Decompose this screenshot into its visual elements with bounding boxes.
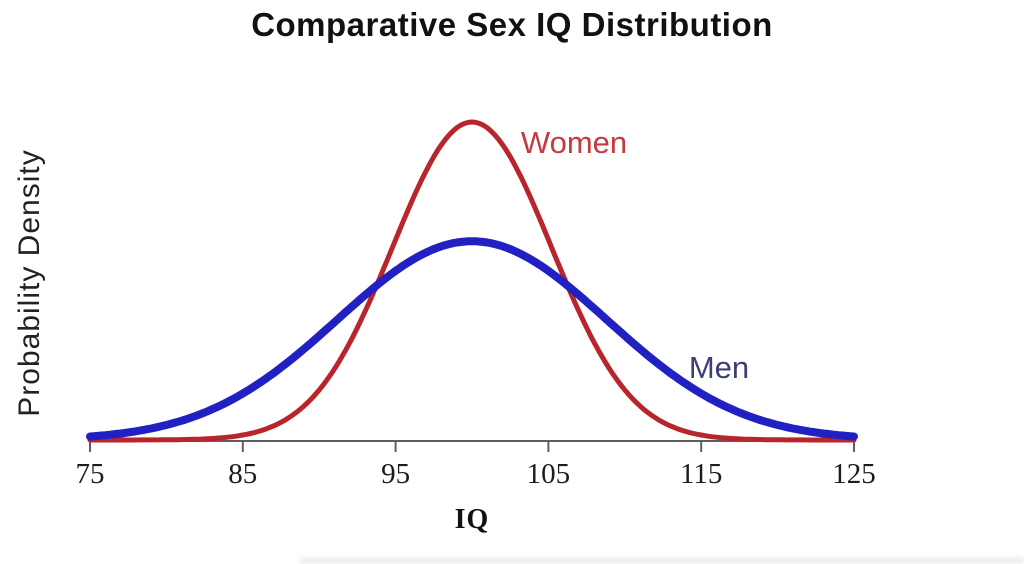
x-tick-label: 125 — [832, 458, 876, 490]
x-tick-label: 95 — [381, 458, 411, 490]
x-tick-label: 85 — [228, 458, 258, 490]
x-tick-label: 105 — [526, 458, 571, 490]
x-axis-label: IQ — [454, 504, 490, 535]
chart-title: Comparative Sex IQ Distribution — [251, 6, 773, 43]
men-curve — [86, 237, 858, 441]
x-tick-label: 115 — [679, 458, 723, 490]
women-curve — [87, 119, 857, 443]
men-curve-label: Men — [688, 350, 750, 385]
women-curve-label: Women — [520, 125, 628, 160]
x-tick-label: 75 — [75, 458, 105, 490]
cropped-caption-remnant — [300, 557, 1024, 564]
